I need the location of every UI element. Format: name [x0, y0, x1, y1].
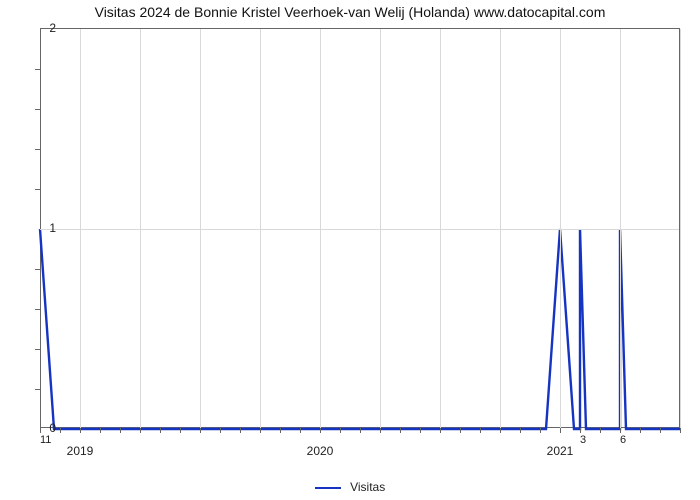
x-minor-tick — [260, 428, 261, 433]
x-minor-tick — [500, 428, 501, 433]
x-minor-tick — [240, 428, 241, 433]
x-tick-label: 2021 — [547, 444, 574, 458]
y-minor-tick — [35, 189, 40, 190]
y-tick-label: 0 — [26, 421, 56, 435]
x-minor-tick — [280, 428, 281, 433]
chart-title: Visitas 2024 de Bonnie Kristel Veerhoek-… — [0, 4, 700, 20]
y-minor-tick — [35, 349, 40, 350]
y-minor-tick — [35, 109, 40, 110]
x-minor-tick — [60, 428, 61, 433]
x-minor-tick — [660, 428, 661, 433]
x-minor-tick — [440, 428, 441, 433]
x-minor-tick — [480, 428, 481, 433]
x-minor-tick — [400, 428, 401, 433]
x-minor-tick — [200, 428, 201, 433]
x-minor-tick — [220, 428, 221, 433]
x-tick-label: 2020 — [307, 444, 334, 458]
x-minor-tick — [300, 428, 301, 433]
x-minor-tick — [640, 428, 641, 433]
x-minor-tick — [100, 428, 101, 433]
spike-label: 6 — [620, 434, 626, 446]
y-tick-label: 1 — [26, 221, 56, 235]
x-minor-tick — [360, 428, 361, 433]
x-minor-tick — [320, 428, 321, 433]
grid-h — [40, 229, 679, 230]
plot-area: 1136 — [40, 28, 680, 428]
x-minor-tick — [140, 428, 141, 433]
y-minor-tick — [35, 309, 40, 310]
x-minor-tick — [580, 428, 581, 433]
x-minor-tick — [180, 428, 181, 433]
y-tick-label: 2 — [26, 21, 56, 35]
x-tick-label: 2019 — [67, 444, 94, 458]
y-minor-tick — [35, 149, 40, 150]
x-minor-tick — [520, 428, 521, 433]
x-minor-tick — [120, 428, 121, 433]
x-minor-tick — [340, 428, 341, 433]
x-minor-tick — [680, 428, 681, 433]
y-minor-tick — [35, 269, 40, 270]
x-minor-tick — [380, 428, 381, 433]
spike-label: 11 — [40, 434, 51, 446]
y-minor-tick — [35, 389, 40, 390]
x-minor-tick — [80, 428, 81, 433]
x-minor-tick — [620, 428, 621, 433]
x-minor-tick — [160, 428, 161, 433]
legend-swatch — [315, 487, 341, 489]
x-minor-tick — [460, 428, 461, 433]
x-minor-tick — [600, 428, 601, 433]
y-minor-tick — [35, 69, 40, 70]
legend-label: Visitas — [350, 480, 385, 494]
x-minor-tick — [540, 428, 541, 433]
legend: Visitas — [0, 480, 700, 494]
x-minor-tick — [420, 428, 421, 433]
spike-label: 3 — [580, 434, 586, 446]
x-minor-tick — [560, 428, 561, 433]
grid-v — [680, 29, 681, 428]
